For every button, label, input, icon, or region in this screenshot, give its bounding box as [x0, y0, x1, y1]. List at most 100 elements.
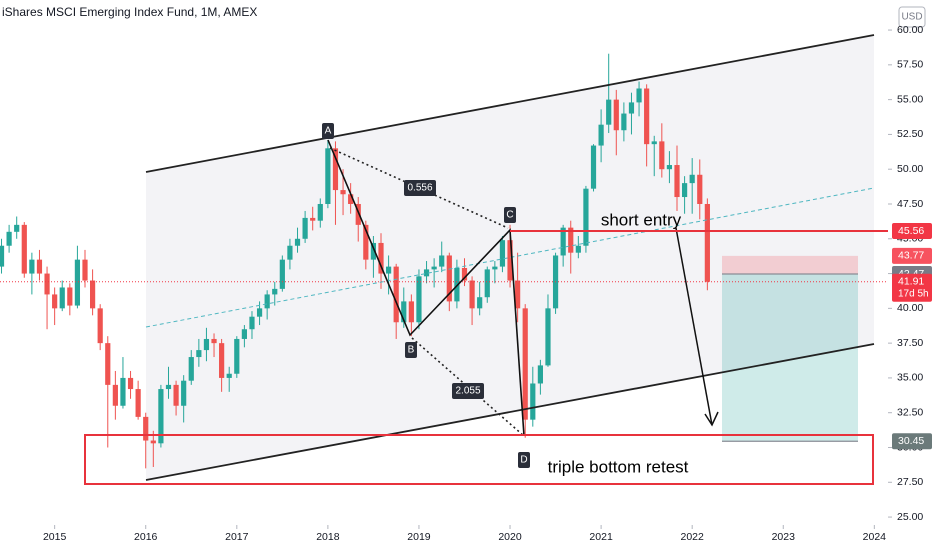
- candle-body: [583, 188, 589, 246]
- candle-body: [67, 287, 73, 306]
- candle-body: [674, 165, 680, 198]
- candle-body: [302, 217, 308, 239]
- candle-body: [6, 231, 12, 246]
- candle-body: [636, 88, 642, 103]
- candle-body: [226, 373, 232, 378]
- price-badge-label: 30.45: [898, 435, 924, 447]
- candle-body: [279, 259, 285, 289]
- point-label: D: [520, 455, 527, 466]
- candle-body: [241, 329, 247, 339]
- currency-box[interactable]: [898, 6, 926, 28]
- candle-body: [112, 384, 118, 406]
- candle-body: [150, 440, 156, 444]
- candle-body: [416, 276, 422, 323]
- price-badge: [892, 247, 932, 264]
- short-entry-label: short entry: [601, 210, 682, 229]
- y-tick-label: 60.00: [897, 24, 923, 36]
- y-tick-label: 25.00: [897, 511, 923, 523]
- channel-bottom: [145, 343, 875, 481]
- candle-body: [332, 148, 339, 191]
- candle-body: [127, 377, 134, 390]
- candle-body: [120, 377, 126, 406]
- countdown: 17d 5h: [898, 288, 929, 299]
- price-badge-label: 41.91: [898, 276, 924, 288]
- candle-body: [348, 194, 354, 204]
- candle-body: [477, 297, 483, 309]
- candle-body: [704, 203, 710, 282]
- triple-bottom-label: triple bottom retest: [548, 457, 689, 476]
- candle-body: [340, 190, 346, 195]
- candle-body: [256, 308, 263, 317]
- candle-body: [560, 227, 566, 256]
- candle-body: [105, 343, 111, 385]
- candle-body: [621, 113, 627, 131]
- candle-body: [697, 174, 703, 204]
- y-tick-label: 40.00: [897, 302, 923, 314]
- price-badge: [892, 433, 932, 450]
- candle-body: [196, 350, 202, 358]
- candle-body: [499, 240, 506, 267]
- candle-body: [644, 88, 650, 145]
- candle-body: [188, 357, 194, 381]
- candle-body: [97, 308, 103, 344]
- y-tick-label: 57.50: [897, 59, 923, 71]
- candle-body: [310, 217, 316, 221]
- pattern-lines: [327, 139, 525, 437]
- candle-body: [211, 338, 217, 344]
- target-zone: [722, 273, 858, 442]
- triple-bottom-box: [84, 434, 874, 485]
- candle-body: [249, 316, 255, 330]
- point-label: A: [325, 126, 332, 137]
- candle-body: [370, 242, 377, 260]
- x-tick-label: 2016: [134, 531, 158, 543]
- currency: USD: [901, 12, 922, 23]
- ratio-box: [404, 180, 436, 196]
- x-tick-label: 2018: [316, 531, 340, 543]
- candle-body: [492, 266, 498, 270]
- arrow-head: [704, 411, 719, 427]
- channel-top: [145, 34, 875, 173]
- candle-body: [29, 259, 35, 274]
- ratio-label: 0.556: [407, 183, 432, 194]
- time-axis: [0, 525, 932, 550]
- candle-body: [234, 338, 240, 374]
- candle-body: [36, 259, 43, 274]
- candle-body: [173, 384, 179, 406]
- candle-body: [44, 273, 50, 295]
- stop-zone: [722, 255, 858, 274]
- ratio-label: 2.055: [455, 386, 480, 397]
- candle-body: [393, 266, 399, 323]
- price-badge-label: 43.77: [898, 250, 924, 262]
- candle-body: [568, 227, 574, 253]
- point-label: B: [408, 345, 415, 356]
- candle-body: [408, 301, 414, 323]
- candle-body: [431, 266, 437, 270]
- candle-body: [14, 224, 20, 232]
- candle-body: [82, 259, 88, 281]
- candle-body: [651, 141, 657, 145]
- candle-body: [537, 365, 543, 384]
- y-tick-label: 37.50: [897, 337, 923, 349]
- x-tick-label: 2022: [681, 531, 705, 543]
- x-tick-label: 2015: [43, 531, 67, 543]
- candle-body: [59, 287, 65, 309]
- candle-body: [165, 384, 172, 390]
- ratio-box: [452, 383, 484, 399]
- drawings: 0.556 2.055 A B C D short entry triple b…: [84, 34, 875, 485]
- candle-body: [423, 269, 430, 277]
- y-tick-label: 50.00: [897, 163, 923, 175]
- candle-body: [522, 308, 528, 420]
- candle-body: [606, 99, 612, 125]
- candle-body: [689, 174, 695, 184]
- channel-mid: [145, 187, 875, 328]
- candle-body: [590, 145, 597, 189]
- candle-body: [598, 124, 604, 146]
- candle-body: [385, 266, 392, 274]
- candle-body: [74, 259, 81, 306]
- candle-body: [89, 280, 96, 309]
- x-tick-label: 2017: [225, 531, 249, 543]
- candle-body: [613, 99, 619, 131]
- y-tick-label: 47.50: [897, 198, 923, 210]
- candle-body: [545, 308, 551, 366]
